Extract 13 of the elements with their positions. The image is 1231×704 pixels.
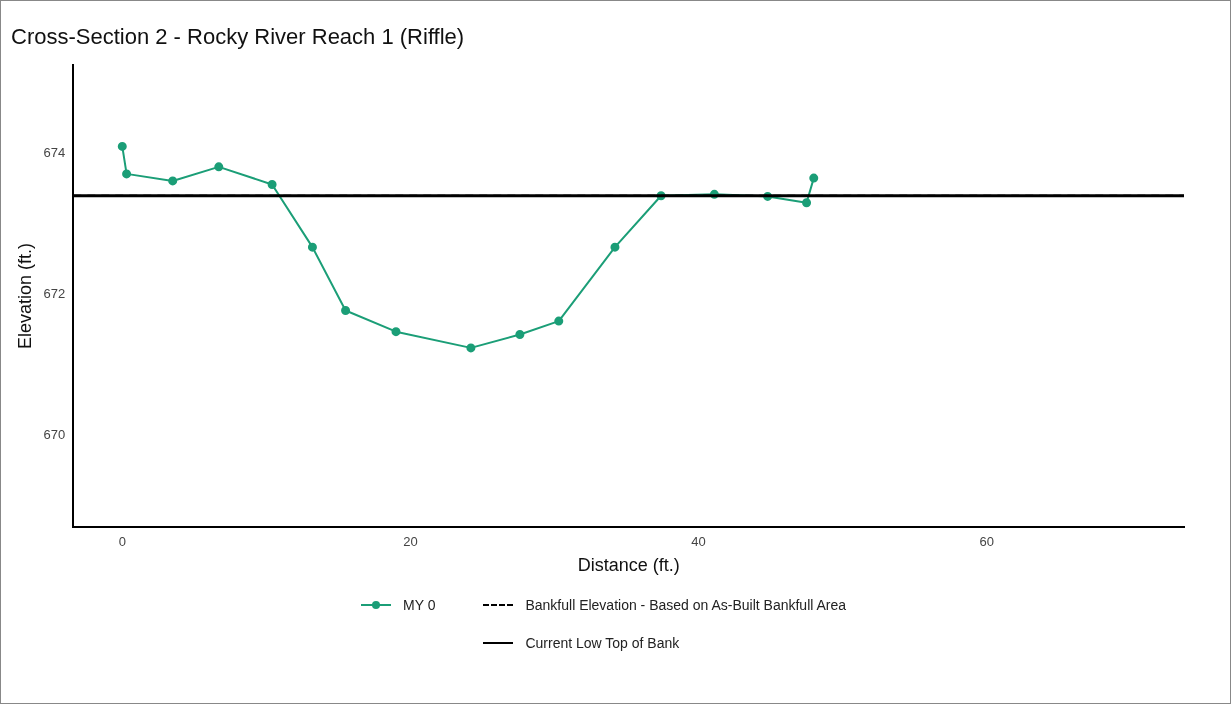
y-tick-label: 674 xyxy=(43,145,66,161)
legend-label: Current Low Top of Bank xyxy=(525,635,680,651)
y-axis-title: Elevation (ft.) xyxy=(14,243,35,350)
x-tick-label: 60 xyxy=(979,534,994,550)
y-tick-label: 672 xyxy=(43,285,66,301)
x-tick-label: 0 xyxy=(118,534,126,550)
x-tick-label: 20 xyxy=(403,534,418,550)
chart-title: Cross-Section 2 - Rocky River Reach 1 (Riffle) xyxy=(11,24,465,50)
legend-label: MY 0 xyxy=(403,597,436,613)
y-tick-label: 670 xyxy=(43,426,66,442)
x-tick-label: 40 xyxy=(691,534,706,550)
legend-label: Bankfull Elevation - Based on As-Built Bankfull Area xyxy=(525,597,847,613)
x-axis-title: Distance (ft.) xyxy=(577,555,680,576)
